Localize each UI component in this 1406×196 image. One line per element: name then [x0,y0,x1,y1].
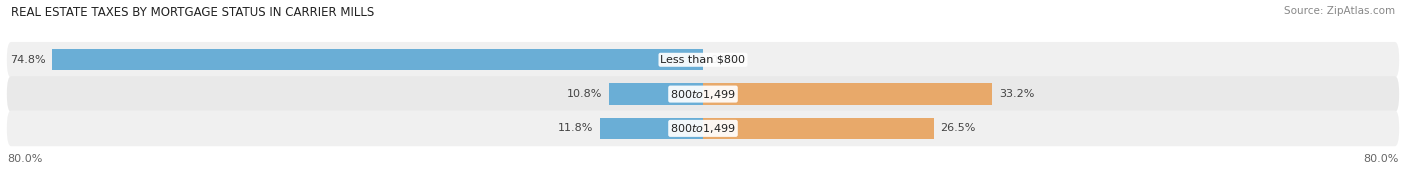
Text: 33.2%: 33.2% [998,89,1035,99]
Text: Less than $800: Less than $800 [661,55,745,65]
Text: REAL ESTATE TAXES BY MORTGAGE STATUS IN CARRIER MILLS: REAL ESTATE TAXES BY MORTGAGE STATUS IN … [11,6,374,19]
Bar [703,118,934,139]
Bar [703,83,991,105]
Text: 0.0%: 0.0% [710,55,738,65]
Text: $800 to $1,499: $800 to $1,499 [671,122,735,135]
Text: $800 to $1,499: $800 to $1,499 [671,88,735,101]
Text: 11.8%: 11.8% [558,123,593,133]
FancyBboxPatch shape [7,111,1399,146]
Text: 80.0%: 80.0% [1364,154,1399,164]
Bar [52,49,703,70]
Text: 80.0%: 80.0% [7,154,42,164]
Bar [609,83,703,105]
Text: Source: ZipAtlas.com: Source: ZipAtlas.com [1284,6,1395,16]
Text: 10.8%: 10.8% [567,89,602,99]
Text: 74.8%: 74.8% [10,55,45,65]
FancyBboxPatch shape [7,42,1399,78]
FancyBboxPatch shape [7,76,1399,112]
Bar [600,118,703,139]
Text: 26.5%: 26.5% [941,123,976,133]
